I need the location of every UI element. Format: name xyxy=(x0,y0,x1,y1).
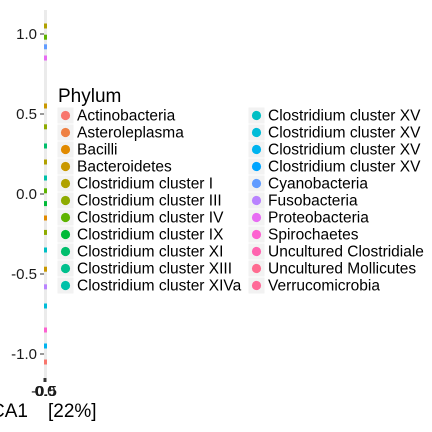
data-points xyxy=(44,23,47,365)
legend-swatch xyxy=(60,229,71,240)
legend-swatch xyxy=(60,280,71,291)
legend-swatch xyxy=(60,246,71,257)
data-point xyxy=(44,159,47,165)
legend-label: Clostridium cluster XV xyxy=(268,108,421,125)
data-point xyxy=(44,266,47,272)
legend-swatch xyxy=(251,246,262,257)
y-tick-label: -0.5 xyxy=(11,266,37,283)
legend-label: Spirochaetes xyxy=(268,227,359,244)
legend-label: Fusobacteria xyxy=(268,193,358,210)
y-tick-label: -1.0 xyxy=(11,346,37,363)
legend-swatch xyxy=(60,127,71,138)
legend-label: Uncultured Clostridiale xyxy=(268,244,424,261)
data-point xyxy=(44,103,47,109)
x-axis-title-prefix: CA1 xyxy=(0,401,28,422)
x-axis-title-suffix: [22%] xyxy=(48,401,97,422)
data-point xyxy=(44,201,47,207)
data-point xyxy=(44,303,47,309)
data-point xyxy=(44,175,47,181)
legend-swatch xyxy=(251,263,262,274)
legend-label: Proteobacteria xyxy=(268,210,369,227)
x-tick-label: 0.0 xyxy=(35,383,56,400)
legend-swatch xyxy=(251,144,262,155)
legend-swatch xyxy=(251,161,262,172)
legend-swatch xyxy=(251,195,262,206)
legend-label: Clostridium cluster XI xyxy=(77,244,223,261)
legend-label: Clostridium cluster XIII xyxy=(77,261,232,278)
legend-label: Cyanobacteria xyxy=(268,176,368,193)
legend-label: Asteroleplasma xyxy=(77,125,184,142)
panel-background xyxy=(44,10,47,378)
data-point xyxy=(44,215,47,221)
legend-swatch xyxy=(60,263,71,274)
legend-label: Actinobacteria xyxy=(77,108,176,125)
x-tick-label: -0.5 xyxy=(31,383,57,400)
data-point xyxy=(44,247,47,253)
legend-swatch xyxy=(251,110,262,121)
legend-label: Clostridium cluster XV xyxy=(268,125,421,142)
legend-label: Clostridium cluster XIVa xyxy=(77,278,242,295)
legend-label: Bacteroidetes xyxy=(77,159,172,176)
legend-label: Verrucomicrobia xyxy=(268,278,380,295)
data-point xyxy=(44,34,47,40)
legend-swatch xyxy=(60,178,71,189)
data-point xyxy=(44,55,47,61)
legend-label: Clostridium cluster I xyxy=(77,176,213,193)
y-tick-label: 0.5 xyxy=(16,106,37,123)
data-point xyxy=(44,44,47,50)
x-tick-label: 0.5 xyxy=(36,383,57,400)
data-point xyxy=(44,229,47,235)
plot-panel xyxy=(44,10,47,378)
legend-label: Uncultured Mollicutes xyxy=(268,261,416,278)
legend-swatch xyxy=(60,195,71,206)
legend-swatch xyxy=(251,212,262,223)
data-point xyxy=(44,124,47,130)
y-tick-label: 1.0 xyxy=(16,26,37,43)
legend-swatch xyxy=(251,127,262,138)
legend-label: Bacilli xyxy=(77,142,117,159)
legend-swatch xyxy=(60,212,71,223)
legend-title: Phylum xyxy=(58,86,121,107)
legend-swatch xyxy=(60,110,71,121)
data-point xyxy=(44,284,47,290)
data-point xyxy=(44,359,47,365)
legend-label: Clostridium cluster XV xyxy=(268,142,421,159)
data-point xyxy=(44,327,47,333)
data-point xyxy=(44,23,47,29)
legend-label: Clostridium cluster III xyxy=(77,193,222,210)
data-point xyxy=(44,188,47,194)
legend: ActinobacteriaAsteroleplasmaBacilliBacte… xyxy=(56,106,424,295)
legend-swatch xyxy=(60,161,71,172)
y-tick-label: 0.0 xyxy=(16,186,37,203)
y-axis: 1.0 0.5 0.0 -0.5 -1.0 xyxy=(11,26,44,363)
data-point xyxy=(44,343,47,349)
legend-label: Clostridium cluster XV xyxy=(268,159,421,176)
x-axis: -0.5 0.0 0.5 CA1 [22%] xyxy=(0,378,97,422)
legend-label: Clostridium cluster IV xyxy=(77,210,224,227)
legend-swatch xyxy=(251,229,262,240)
legend-label: Clostridium cluster IX xyxy=(77,227,224,244)
legend-swatch xyxy=(60,144,71,155)
legend-swatch xyxy=(251,280,262,291)
data-point xyxy=(44,143,47,149)
legend-swatch xyxy=(251,178,262,189)
